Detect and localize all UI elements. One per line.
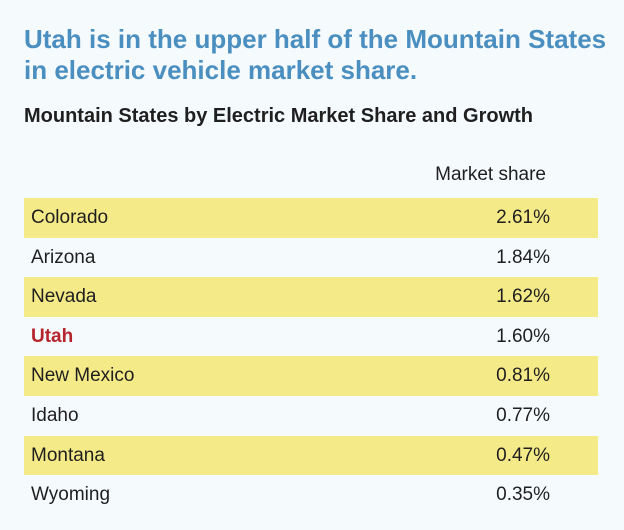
market-share-value: 1.62% [496,286,550,308]
state-name: Utah [31,325,74,347]
table-row: Idaho 0.77% [24,396,598,436]
state-name: Montana [31,444,105,466]
state-name: Idaho [31,404,79,426]
market-share-value: 0.35% [496,484,550,506]
table-row: Arizona 1.84% [24,238,598,278]
column-header-market-share: Market share [435,164,546,185]
chart-subtitle: Mountain States by Electric Market Share… [24,105,534,127]
table-row: Montana 0.47% [24,435,598,476]
state-name: Arizona [31,246,96,268]
market-share-value: 2.61% [496,207,550,228]
state-name: Colorado [31,207,109,228]
market-share-value: 1.84% [496,246,550,268]
table-row: Nevada 1.62% [24,277,598,317]
table-row: Colorado 2.61% [24,198,598,238]
market-share-value: 0.77% [496,404,550,426]
state-name: New Mexico [31,365,135,387]
market-share-table: Colorado 2.61% Arizona 1.84% Nevada 1.62% Utah… [24,198,598,515]
state-name: Wyoming [31,484,111,506]
table-row: New Mexico 0.81% [24,356,598,396]
market-share-value: 1.60% [496,325,550,347]
market-share-value: 0.47% [496,444,550,466]
state-name: Nevada [31,286,97,308]
chart-title: Utah is in the upper half of the Mountai… [24,24,607,85]
table-row: Wyoming 0.35% [24,475,598,515]
market-share-value: 0.81% [496,365,550,387]
table-row: Utah 1.60% [24,317,598,357]
